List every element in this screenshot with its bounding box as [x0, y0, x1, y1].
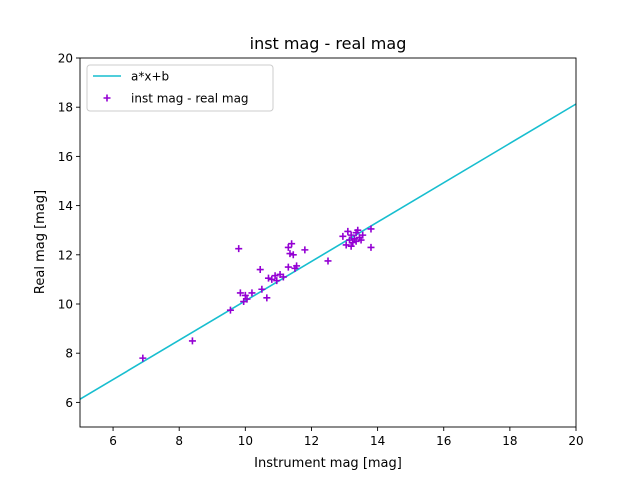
legend-label-fit: a*x+b: [131, 70, 169, 84]
data-point: [264, 274, 272, 282]
x-tick-label: 14: [370, 434, 385, 448]
data-point: [344, 227, 352, 235]
x-tick-label: 18: [502, 434, 517, 448]
data-point: [354, 226, 362, 234]
y-tick-label: 10: [58, 298, 73, 312]
data-point: [347, 242, 355, 250]
fit-line: [80, 103, 576, 400]
y-tick-label: 8: [65, 347, 73, 361]
legend-marker-swatch: [103, 94, 111, 102]
y-axis-label: Real mag [mag]: [33, 190, 48, 294]
plot-frame: [79, 57, 577, 428]
data-point: [279, 273, 287, 281]
data-point: [293, 262, 301, 270]
data-point: [271, 272, 279, 280]
data-point: [288, 240, 296, 248]
data-point: [286, 250, 294, 258]
chart-title: inst mag - real mag: [250, 34, 407, 53]
x-tick-label: 20: [568, 434, 583, 448]
data-point: [241, 291, 249, 299]
y-tick-label: 14: [58, 199, 73, 213]
data-point: [258, 285, 266, 293]
data-point: [268, 275, 276, 283]
data-point: [226, 306, 234, 314]
y-tick-label: 18: [58, 101, 73, 115]
data-point: [301, 246, 309, 254]
data-point: [235, 245, 243, 253]
data-point: [349, 239, 357, 246]
data-point: [342, 241, 350, 249]
x-tick-label: 6: [109, 434, 117, 448]
data-point: [339, 232, 347, 240]
data-point: [236, 289, 244, 297]
plot-area: 6 8 10 12 14 16 18 20 6 8 10 12 14 16 18 20 a*x+b inst ma…: [58, 52, 584, 449]
data-point: [188, 337, 196, 345]
x-tick-label: 10: [238, 434, 253, 448]
data-point: [289, 251, 297, 259]
data-point: [352, 237, 360, 245]
data-point: [359, 231, 367, 239]
x-axis-label: Instrument mag [mag]: [254, 456, 402, 471]
x-tick-label: 12: [304, 434, 319, 448]
legend-box: [86, 64, 274, 112]
data-point: [347, 231, 355, 239]
data-point: [256, 266, 264, 274]
data-point: [243, 295, 251, 303]
x-tick-label: 8: [175, 434, 183, 448]
y-tick-label: 16: [58, 150, 73, 164]
data-point: [367, 225, 375, 233]
data-point: [324, 257, 332, 265]
y-tick-label: 6: [65, 396, 73, 410]
data-point: [273, 277, 281, 285]
data-point: [139, 354, 147, 362]
x-tick-label: 16: [436, 434, 451, 448]
legend: a*x+b inst mag - real mag: [86, 64, 274, 112]
legend-label-series: inst mag - real mag: [131, 92, 249, 106]
data-point: [263, 294, 271, 302]
y-tick-label: 12: [58, 248, 73, 262]
y-tick-label: 20: [58, 52, 73, 66]
data-point: [248, 289, 256, 297]
data-point: [367, 243, 375, 251]
data-point: [284, 263, 292, 271]
scatter-series: [139, 225, 375, 362]
data-point: [357, 236, 365, 244]
data-point: [284, 243, 292, 251]
